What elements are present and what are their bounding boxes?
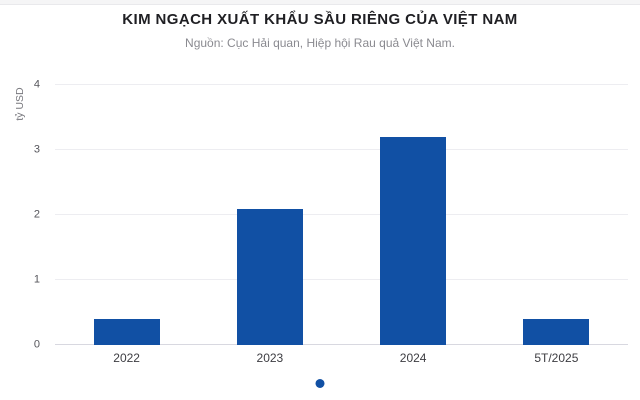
x-tick-label: 5T/2025 xyxy=(534,351,579,365)
top-divider xyxy=(0,0,640,5)
chart-subtitle: Nguồn: Cục Hải quan, Hiệp hội Rau quả Vi… xyxy=(185,36,455,50)
bars-container xyxy=(55,85,628,345)
y-tick-label: 2 xyxy=(33,208,40,221)
bar-5T/2025 xyxy=(523,319,590,345)
gridline xyxy=(55,344,628,345)
bar-slot xyxy=(55,85,198,345)
bar-slot xyxy=(198,85,341,345)
gridline xyxy=(55,279,628,280)
y-tick-label: 1 xyxy=(33,273,40,286)
bar-slot xyxy=(342,85,485,345)
plot-area xyxy=(55,84,628,345)
y-tick-label: 3 xyxy=(33,143,40,156)
x-tick-label: 2022 xyxy=(113,351,140,365)
bar-2023 xyxy=(236,208,303,345)
gridline xyxy=(55,84,628,85)
x-tick-label: 2024 xyxy=(399,351,427,365)
x-axis-tick-labels: 2022 2023 2024 5T/2025 xyxy=(55,351,628,365)
y-tick-label: 4 xyxy=(33,78,40,91)
gridline xyxy=(55,214,628,215)
bar-2022 xyxy=(93,319,160,345)
bar-2024 xyxy=(380,137,447,345)
y-axis-tick-labels: 0 1 2 3 4 xyxy=(0,79,48,350)
x-tick-label: 2023 xyxy=(256,351,284,365)
carousel-dot[interactable] xyxy=(315,379,325,388)
bar-slot xyxy=(485,85,628,345)
chart-title: KIM NGẠCH XUẤT KHẨU SẦU RIÊNG CỦA VIỆT N… xyxy=(122,11,518,28)
y-tick-label: 0 xyxy=(33,338,40,351)
gridline xyxy=(55,149,628,150)
